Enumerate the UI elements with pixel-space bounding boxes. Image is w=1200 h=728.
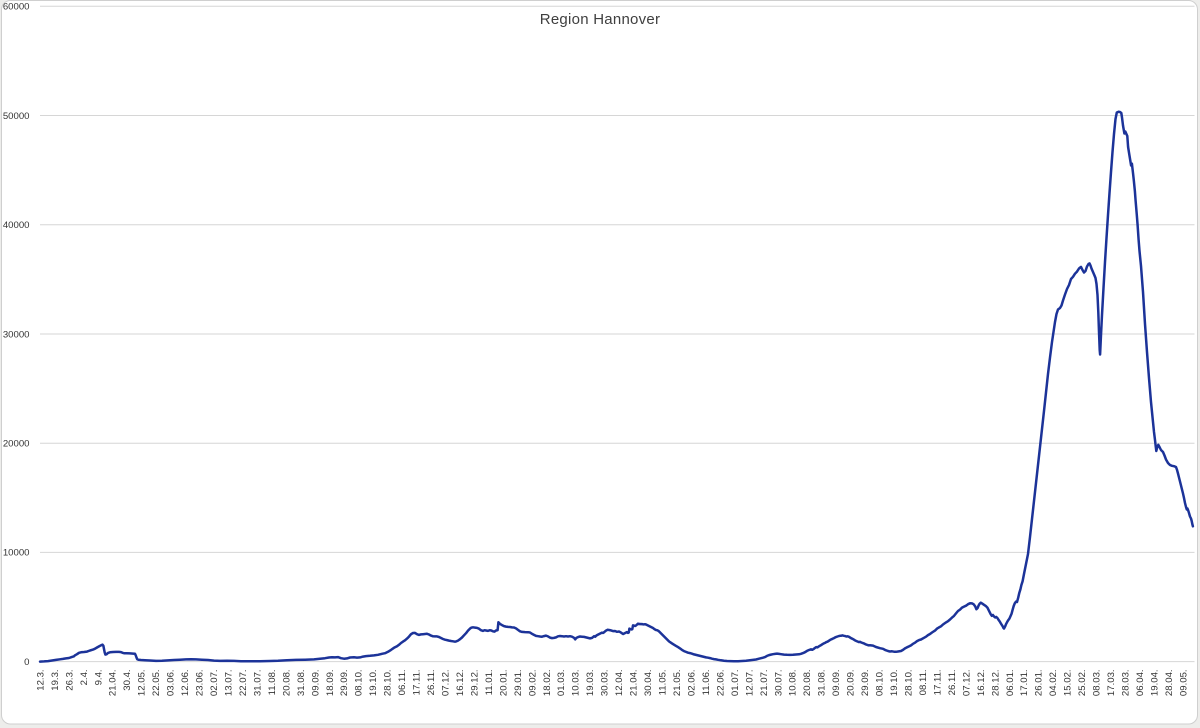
svg-text:09.02.: 09.02. [527, 669, 538, 696]
svg-text:20.08.: 20.08. [281, 669, 292, 696]
svg-text:21.05.: 21.05. [672, 669, 683, 696]
svg-text:30.03.: 30.03. [600, 669, 611, 696]
svg-text:11.01.: 11.01. [484, 669, 495, 695]
svg-text:08.10.: 08.10. [875, 669, 886, 696]
svg-text:40000: 40000 [3, 220, 30, 231]
svg-text:29.12.: 29.12. [469, 669, 480, 696]
svg-text:08.11.: 08.11. [918, 669, 929, 695]
svg-text:29.09.: 29.09. [339, 669, 350, 696]
svg-text:60000: 60000 [3, 2, 30, 13]
svg-text:19.10.: 19.10. [368, 669, 379, 696]
svg-text:21.04.: 21.04. [629, 669, 640, 696]
svg-text:01.03.: 01.03. [556, 669, 567, 696]
svg-text:16.12.: 16.12. [976, 669, 987, 696]
svg-text:08.03.: 08.03. [1092, 669, 1103, 696]
svg-text:29.09.: 29.09. [860, 669, 871, 696]
svg-text:06.11.: 06.11. [397, 669, 408, 695]
svg-text:0: 0 [24, 657, 29, 668]
svg-text:19.3.: 19.3. [50, 669, 61, 690]
svg-text:26.11.: 26.11. [947, 669, 958, 695]
svg-text:09.05.: 09.05. [1178, 669, 1189, 696]
svg-text:01.07.: 01.07. [730, 669, 741, 696]
svg-text:09.09.: 09.09. [310, 669, 321, 696]
svg-text:17.01.: 17.01. [1019, 669, 1030, 696]
svg-text:28.04.: 28.04. [1164, 669, 1175, 696]
svg-text:15.02.: 15.02. [1063, 669, 1074, 696]
svg-text:25.02.: 25.02. [1077, 669, 1088, 696]
svg-text:07.12.: 07.12. [441, 669, 452, 696]
svg-text:30.07.: 30.07. [773, 669, 784, 696]
svg-text:30.04.: 30.04. [643, 669, 654, 696]
svg-text:06.01.: 06.01. [1005, 669, 1016, 696]
svg-text:26.01.: 26.01. [1034, 669, 1045, 696]
svg-text:12.06.: 12.06. [180, 669, 191, 696]
svg-text:21.07.: 21.07. [759, 669, 770, 696]
svg-text:17.03.: 17.03. [1106, 669, 1117, 696]
svg-text:19.03.: 19.03. [585, 669, 596, 696]
svg-text:28.03.: 28.03. [1121, 669, 1132, 696]
svg-text:18.02.: 18.02. [542, 669, 553, 696]
svg-text:16.12.: 16.12. [455, 669, 466, 696]
svg-text:10.08.: 10.08. [788, 669, 799, 696]
svg-text:31.08.: 31.08. [296, 669, 307, 696]
svg-text:22.06.: 22.06. [715, 669, 726, 696]
svg-text:22.07.: 22.07. [238, 669, 249, 696]
svg-text:2.4.: 2.4. [79, 669, 90, 685]
svg-text:11.06.: 11.06. [701, 669, 712, 695]
svg-text:09.09.: 09.09. [831, 669, 842, 696]
svg-text:11.05.: 11.05. [658, 669, 669, 695]
svg-text:06.04.: 06.04. [1135, 669, 1146, 696]
svg-text:23.06.: 23.06. [195, 669, 206, 696]
svg-text:12.07.: 12.07. [744, 669, 755, 696]
svg-text:26.3.: 26.3. [64, 669, 75, 690]
svg-text:28.10.: 28.10. [904, 669, 915, 696]
svg-text:9.4.: 9.4. [93, 669, 104, 685]
svg-text:10.03.: 10.03. [571, 669, 582, 696]
svg-text:12.05.: 12.05. [137, 669, 148, 696]
svg-text:26.11.: 26.11. [426, 669, 437, 695]
svg-text:10000: 10000 [3, 548, 30, 559]
svg-text:30.4.: 30.4. [122, 669, 133, 690]
svg-text:18.09.: 18.09. [325, 669, 336, 696]
svg-text:20000: 20000 [3, 439, 30, 450]
svg-text:50000: 50000 [3, 111, 30, 122]
svg-text:12.3.: 12.3. [35, 669, 46, 690]
svg-text:08.10.: 08.10. [354, 669, 365, 696]
svg-text:19.04.: 19.04. [1149, 669, 1160, 696]
svg-text:21.04.: 21.04. [108, 669, 119, 696]
svg-text:20.08.: 20.08. [802, 669, 813, 696]
svg-text:02.07.: 02.07. [209, 669, 220, 696]
svg-text:02.06.: 02.06. [687, 669, 698, 696]
svg-text:03.06.: 03.06. [166, 669, 177, 696]
svg-text:29.01.: 29.01. [513, 669, 524, 696]
svg-text:04.02.: 04.02. [1048, 669, 1059, 696]
svg-text:28.12.: 28.12. [990, 669, 1001, 696]
svg-text:17.11.: 17.11. [412, 669, 423, 695]
svg-text:22.05.: 22.05. [151, 669, 162, 696]
svg-text:31.07.: 31.07. [252, 669, 263, 696]
svg-text:17.11.: 17.11. [932, 669, 943, 695]
svg-text:20.09.: 20.09. [846, 669, 857, 696]
svg-text:31.08.: 31.08. [817, 669, 828, 696]
svg-text:Region Hannover: Region Hannover [540, 11, 661, 28]
svg-text:19.10.: 19.10. [889, 669, 900, 696]
svg-text:30000: 30000 [3, 329, 30, 340]
svg-text:20.01.: 20.01. [498, 669, 509, 696]
svg-text:11.08.: 11.08. [267, 669, 278, 695]
svg-text:07.12.: 07.12. [961, 669, 972, 696]
svg-text:12.04.: 12.04. [614, 669, 625, 696]
svg-text:13.07.: 13.07. [224, 669, 235, 696]
svg-text:28.10.: 28.10. [383, 669, 394, 696]
